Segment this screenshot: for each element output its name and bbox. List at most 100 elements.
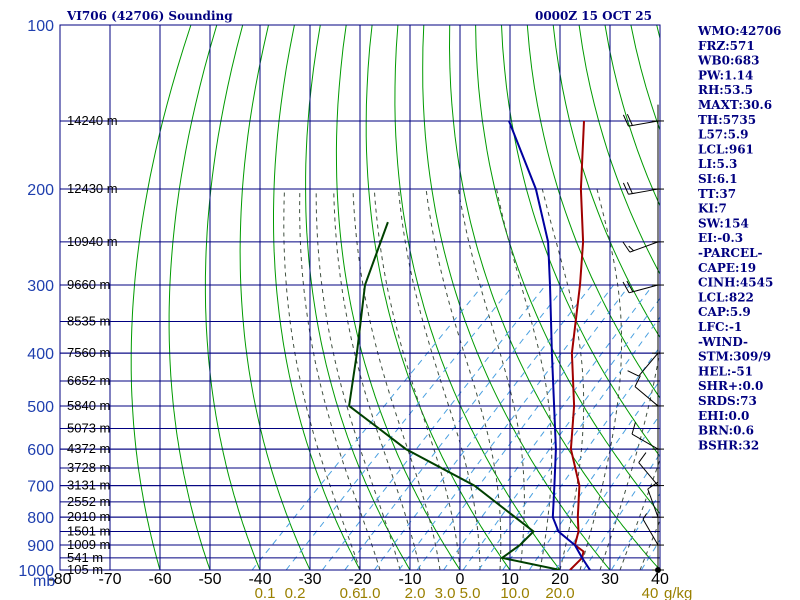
index-value: LCL:961	[698, 142, 754, 156]
mixing-ratio-line	[398, 284, 614, 570]
height-level-label: 5840 m	[67, 398, 110, 413]
pressure-tick-label: 800	[27, 510, 54, 527]
wind-barb-shaft	[638, 462, 659, 486]
temperature-tick-label: -60	[148, 571, 171, 588]
wind-barb-flag	[627, 370, 639, 377]
dry-adiabat-line	[526, 25, 660, 399]
mixing-ratio-line	[443, 284, 654, 570]
dry-adiabat-line	[475, 25, 660, 515]
height-level-label: 1009 m	[67, 537, 110, 552]
index-value: LCL:822	[698, 290, 754, 304]
wind-barb-flag	[642, 513, 648, 520]
wind-barb-shaft	[647, 488, 659, 518]
dry-adiabat-line	[130, 25, 192, 570]
calm-wind-marker	[655, 567, 661, 573]
index-value: STM:309/9	[698, 350, 771, 364]
dry-adiabat-line	[552, 25, 660, 339]
index-value: TH:5735	[698, 113, 756, 127]
sounding-time: 0000Z 15 OCT 25	[535, 9, 652, 23]
wind-barb-flag	[626, 113, 633, 126]
index-value: SW:154	[698, 216, 749, 230]
pressure-tick-label: 700	[27, 479, 54, 496]
height-level-label: 541 m	[67, 550, 103, 565]
plot-frame	[59, 24, 661, 571]
height-level-label: 6652 m	[67, 373, 110, 388]
mixing-ratio-label: 5.0	[460, 585, 481, 600]
wind-barb-shaft	[631, 433, 659, 450]
height-level-label: 1501 m	[67, 524, 110, 539]
index-value: RH:53.5	[698, 83, 753, 97]
temperature-tick-label: 40	[651, 571, 669, 588]
height-level-label: 4372 m	[67, 441, 110, 456]
height-level-label: 2552 m	[67, 494, 110, 509]
dry-adiabat-line	[239, 25, 311, 570]
index-value: CINH:4545	[698, 276, 773, 290]
pressure-tick-label: 200	[27, 182, 54, 199]
wind-barb-shaft	[638, 352, 659, 377]
wind-barb-flag	[622, 241, 631, 253]
wind-barb-shaft	[642, 518, 659, 546]
dry-adiabat-line	[204, 25, 261, 570]
index-value: PW:1.14	[698, 68, 753, 82]
moist-adiabat-line	[333, 189, 421, 570]
height-level-label: 2010 m	[67, 509, 110, 524]
mixing-ratio-label: 10.0	[500, 585, 529, 600]
wind-barb-flag	[622, 281, 630, 294]
index-value: L57:5.9	[698, 128, 748, 142]
index-value: WB0:683	[697, 54, 759, 68]
mixing-ratio-unit-label: g/kg	[664, 585, 692, 600]
pressure-tick-label: 500	[27, 399, 54, 416]
index-value: LFC:-1	[698, 320, 742, 334]
pressure-tick-label: 600	[27, 442, 54, 459]
height-level-label: 7560 m	[67, 345, 110, 360]
height-level-label: 105 m	[67, 562, 103, 577]
wind-barb-shaft	[628, 284, 659, 294]
dry-adiabat-line	[501, 25, 660, 458]
moist-adiabat-line	[599, 189, 660, 570]
dry-adiabat-line	[168, 25, 218, 570]
wind-barb-flag	[634, 375, 641, 387]
index-value: SRDS:73	[698, 394, 757, 408]
wind-barb-flag	[638, 452, 647, 463]
mixing-ratio-line	[478, 316, 660, 570]
index-value: EHI:0.0	[698, 409, 749, 423]
mixing-ratio-label: 40	[642, 585, 659, 600]
index-value: CAP:5.9	[698, 305, 751, 319]
pressure-tick-label: 900	[27, 538, 54, 555]
mixing-ratio-line	[373, 284, 593, 570]
wind-barb-flag	[647, 481, 659, 490]
temperature-tick-label: 20	[551, 571, 569, 588]
temperature-tick-label: -40	[248, 571, 271, 588]
pressure-tick-label: 100	[27, 18, 54, 35]
mixing-ratio-label: 0.2	[285, 585, 306, 600]
mixing-ratio-line	[251, 284, 484, 570]
mixing-ratio-label: 0.6	[340, 585, 361, 600]
index-value: MAXT:30.6	[698, 98, 772, 112]
index-value: BSHR:32	[698, 438, 759, 452]
pressure-tick-label: 400	[27, 346, 54, 363]
index-value: WMO:42706	[697, 24, 781, 38]
wind-barb-flag	[631, 422, 636, 435]
dry-adiabat-line	[578, 25, 660, 276]
profile-line	[508, 120, 591, 570]
moist-adiabat-line	[397, 189, 481, 570]
profile-line	[348, 221, 561, 570]
dry-adiabat-line	[394, 25, 561, 570]
index-value: EI:-0.3	[698, 231, 743, 245]
profile-line	[569, 120, 585, 570]
temperature-tick-label: 30	[601, 571, 619, 588]
index-value: SI:6.1	[698, 172, 738, 186]
mixing-ratio-line	[321, 284, 547, 570]
wind-barb-shaft	[629, 241, 659, 253]
mixing-ratio-label: 2.0	[405, 585, 426, 600]
wind-barb-shaft	[628, 120, 659, 127]
height-level-label: 14240 m	[67, 113, 118, 128]
temperature-tick-label: 10	[501, 571, 519, 588]
moist-adiabat-line	[283, 189, 361, 570]
indices-panel: WMO:42706FRZ:571WB0:683PW:1.14RH:53.5MAX…	[697, 24, 781, 452]
height-level-label: 3728 m	[67, 460, 110, 475]
pressure-tick-label: 1000	[18, 563, 54, 580]
index-value: SHR+:0.0	[698, 379, 763, 393]
